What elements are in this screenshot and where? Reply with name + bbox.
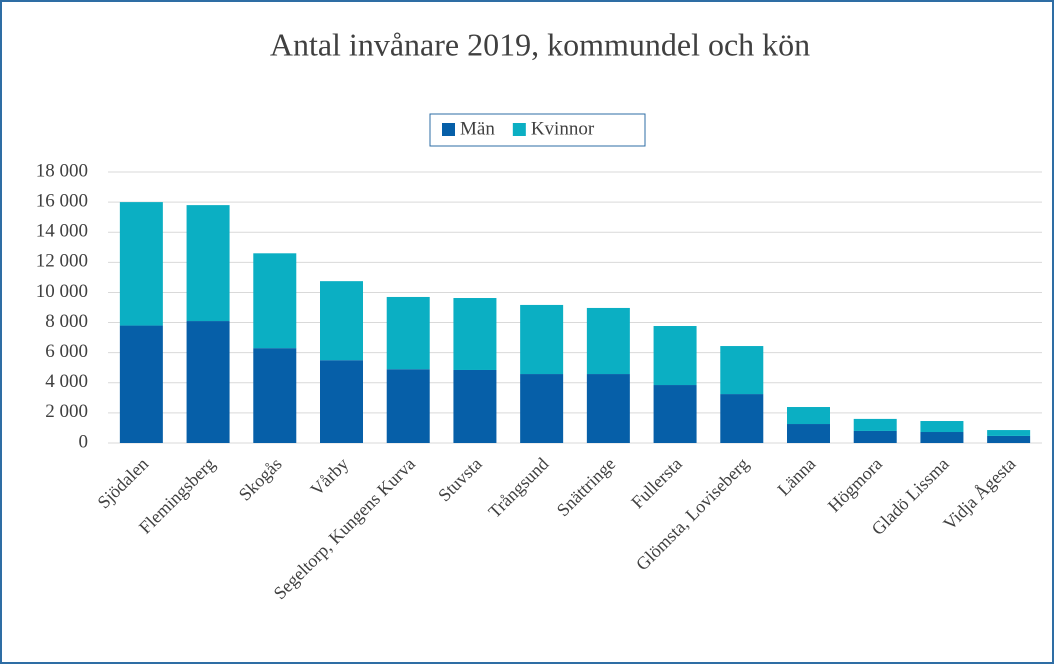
bar xyxy=(320,281,363,361)
legend-label: Män xyxy=(460,118,495,139)
bar xyxy=(320,360,363,443)
bar xyxy=(720,346,764,395)
bar xyxy=(853,430,897,443)
legend-label: Kvinnor xyxy=(531,118,595,139)
bar xyxy=(853,418,897,431)
y-tick-label: 2 000 xyxy=(45,401,88,422)
y-tick-label: 16 000 xyxy=(36,190,88,211)
y-tick-label: 14 000 xyxy=(36,221,88,242)
bar xyxy=(920,432,964,443)
bar xyxy=(453,298,497,370)
y-tick-label: 10 000 xyxy=(36,281,88,302)
bar xyxy=(253,253,297,349)
bar xyxy=(386,369,430,443)
bar xyxy=(253,348,297,443)
legend-swatch xyxy=(512,123,526,136)
bar xyxy=(720,394,764,443)
y-tick-label: 0 xyxy=(79,431,89,452)
bar xyxy=(787,407,830,425)
legend-box xyxy=(429,113,646,147)
bar xyxy=(987,430,1031,436)
bar xyxy=(586,374,630,443)
y-tick-label: 4 000 xyxy=(45,371,88,392)
y-tick-label: 18 000 xyxy=(36,160,88,181)
bar xyxy=(653,385,697,443)
bar xyxy=(119,202,163,326)
bar xyxy=(920,421,964,433)
bar xyxy=(787,424,830,443)
bar xyxy=(520,304,564,375)
y-tick-label: 12 000 xyxy=(36,251,88,272)
bar xyxy=(453,369,497,443)
bar xyxy=(520,374,564,443)
bar xyxy=(386,296,430,370)
bar xyxy=(119,325,163,443)
y-tick-label: 6 000 xyxy=(45,341,88,362)
bar xyxy=(186,321,230,443)
bar xyxy=(987,435,1031,443)
bar xyxy=(186,205,230,322)
y-tick-label: 8 000 xyxy=(45,311,88,332)
bar xyxy=(586,307,630,375)
chart-title: Antal invånare 2019, kommundel och kön xyxy=(270,26,810,62)
legend-swatch xyxy=(442,123,455,136)
bar xyxy=(653,326,697,386)
